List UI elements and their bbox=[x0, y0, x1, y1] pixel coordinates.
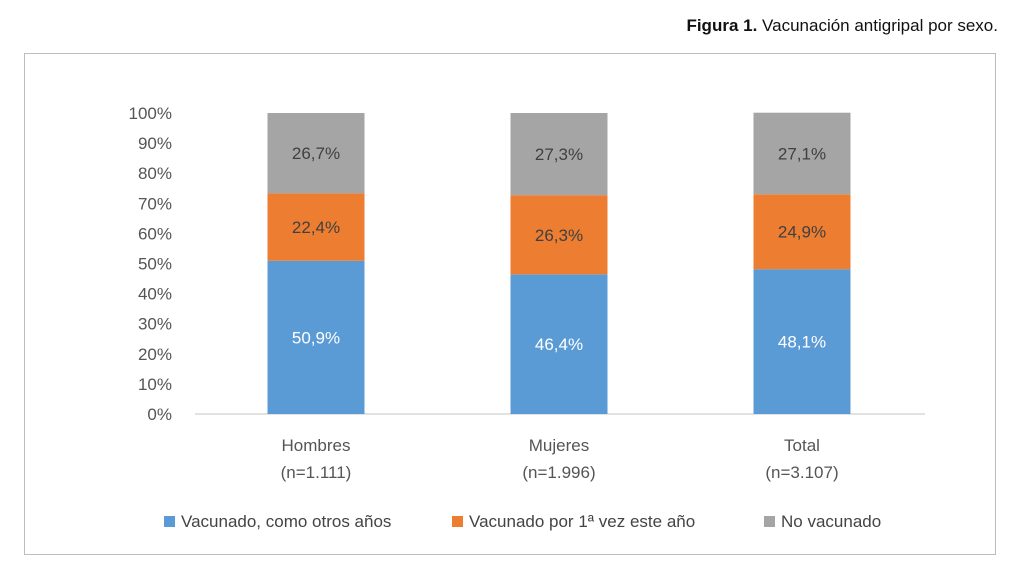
data-label: 22,4% bbox=[292, 218, 340, 237]
bar-segment bbox=[267, 113, 365, 194]
y-tick-label: 10% bbox=[138, 375, 172, 394]
data-label: 26,3% bbox=[535, 226, 583, 245]
y-tick-label: 0% bbox=[147, 405, 172, 424]
bar-segment bbox=[267, 193, 365, 261]
data-label: 48,1% bbox=[778, 333, 826, 352]
y-tick-label: 60% bbox=[138, 224, 172, 243]
y-tick-label: 80% bbox=[138, 164, 172, 183]
legend-label: No vacunado bbox=[781, 512, 881, 531]
y-tick-label: 90% bbox=[138, 134, 172, 153]
legend-label: Vacunado por 1ª vez este año bbox=[469, 512, 695, 531]
chart-frame bbox=[24, 53, 996, 555]
category-label: Mujeres bbox=[529, 436, 589, 455]
legend-swatch bbox=[764, 516, 775, 527]
data-label: 27,1% bbox=[778, 144, 826, 163]
legend-swatch bbox=[164, 516, 175, 527]
y-tick-label: 70% bbox=[138, 194, 172, 213]
data-label: 50,9% bbox=[292, 328, 340, 347]
bar-segment bbox=[753, 269, 851, 414]
bar-segment bbox=[510, 274, 608, 414]
data-label: 26,7% bbox=[292, 144, 340, 163]
bar-segment bbox=[267, 260, 365, 414]
category-sublabel: (n=1.111) bbox=[281, 463, 352, 482]
category-label: Total bbox=[784, 436, 820, 455]
figure-caption: Figura 1. Vacunación antigripal por sexo… bbox=[686, 16, 998, 36]
data-label: 46,4% bbox=[535, 335, 583, 354]
y-tick-label: 100% bbox=[129, 104, 172, 123]
data-label: 27,3% bbox=[535, 145, 583, 164]
bar-segment bbox=[753, 194, 851, 270]
category-sublabel: (n=3.107) bbox=[765, 463, 838, 482]
legend-swatch bbox=[452, 516, 463, 527]
figure-label: Figura 1. bbox=[686, 16, 758, 35]
bar-segment bbox=[510, 195, 608, 275]
category-label: Hombres bbox=[282, 436, 351, 455]
legend-label: Vacunado, como otros años bbox=[181, 512, 391, 531]
bar-segment bbox=[753, 112, 851, 195]
y-tick-label: 20% bbox=[138, 345, 172, 364]
bar-segment bbox=[510, 113, 608, 196]
figure-title: Vacunación antigripal por sexo. bbox=[762, 16, 998, 35]
y-tick-label: 50% bbox=[138, 255, 172, 274]
data-label: 24,9% bbox=[778, 223, 826, 242]
category-sublabel: (n=1.996) bbox=[522, 463, 595, 482]
y-tick-label: 40% bbox=[138, 285, 172, 304]
y-tick-label: 30% bbox=[138, 315, 172, 334]
